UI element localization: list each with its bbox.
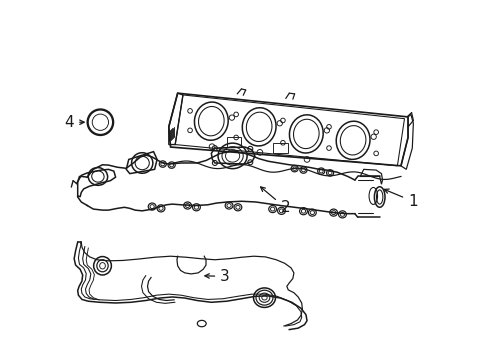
- Text: 4: 4: [65, 115, 84, 130]
- Text: 2: 2: [261, 187, 290, 215]
- Text: 3: 3: [205, 269, 230, 284]
- Text: 1: 1: [384, 189, 417, 209]
